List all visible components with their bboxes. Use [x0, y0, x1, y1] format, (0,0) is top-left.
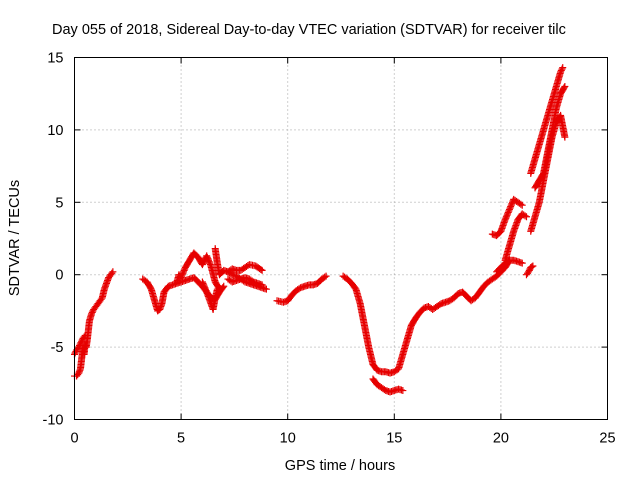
y-tick-label: -5	[51, 340, 64, 356]
y-tick-label: 5	[55, 195, 63, 211]
data-point	[322, 272, 330, 280]
data-point	[522, 213, 530, 221]
y-tick-label: 10	[47, 123, 63, 139]
x-axis-label: GPS time / hours	[285, 458, 395, 474]
x-tick-label: 5	[177, 431, 185, 447]
plot-frame	[74, 57, 608, 420]
data-point	[559, 64, 567, 72]
data-point	[213, 285, 221, 293]
x-tick-label: 10	[280, 431, 296, 447]
chart-title: Day 055 of 2018, Sidereal Day-to-day VTE…	[52, 22, 566, 38]
data-point	[258, 266, 266, 274]
data-point	[561, 133, 569, 141]
data-point	[109, 268, 117, 276]
data-point	[321, 273, 329, 281]
data-point	[81, 332, 89, 340]
data-point	[528, 263, 536, 271]
data-point	[521, 212, 529, 220]
data-point	[558, 65, 566, 73]
data-point	[518, 259, 526, 267]
data-point	[258, 281, 266, 289]
data-point	[561, 82, 569, 90]
data-point	[80, 333, 88, 341]
grid	[74, 57, 608, 420]
x-tick-label: 0	[70, 431, 78, 447]
y-tick-label: -10	[43, 413, 64, 429]
axis-ticks: 0 5 10 15 20 25 -10 -5 0 5 10 15	[43, 51, 616, 447]
data-point	[518, 201, 526, 209]
data-points	[71, 64, 569, 396]
y-tick-label: 15	[47, 51, 63, 67]
data-point	[399, 387, 407, 395]
data-point	[257, 265, 265, 273]
y-tick-label: 0	[55, 268, 63, 284]
data-point	[560, 84, 568, 92]
data-point	[108, 269, 116, 277]
y-axis-label: SDTVAR / TECUs	[7, 180, 23, 296]
x-tick-label: 15	[386, 431, 402, 447]
data-point	[517, 200, 525, 208]
data-point	[529, 262, 537, 270]
x-tick-label: 20	[493, 431, 509, 447]
data-point	[262, 285, 270, 293]
x-tick-label: 25	[599, 431, 615, 447]
